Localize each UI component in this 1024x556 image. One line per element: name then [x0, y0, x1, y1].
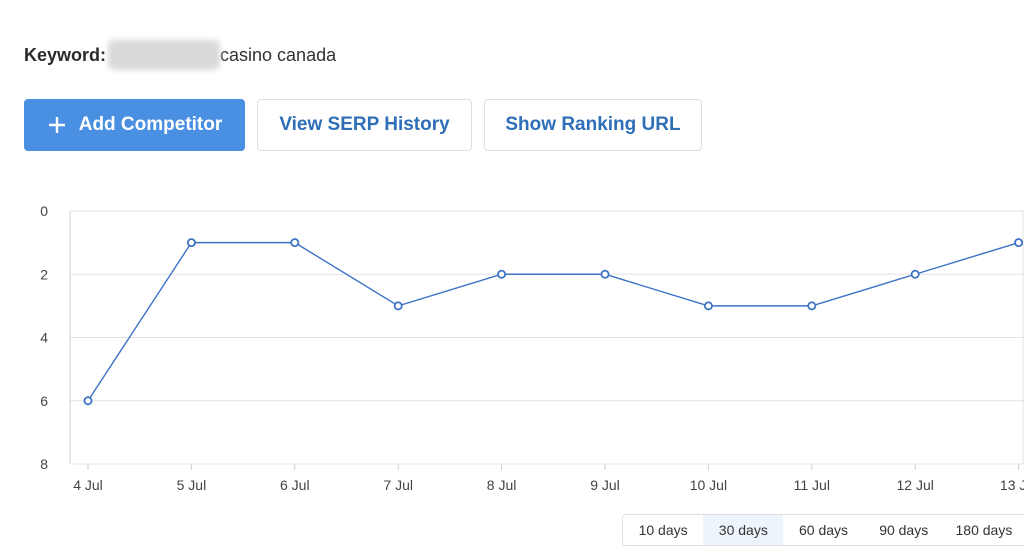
- x-tick-label: 7 Jul: [383, 477, 413, 493]
- data-point: [600, 269, 610, 279]
- y-tick-label: 0: [40, 203, 48, 219]
- data-point: [83, 396, 93, 406]
- view-serp-history-label: View SERP History: [279, 114, 450, 135]
- keyword-row: Keyword: casino canada: [24, 40, 337, 70]
- data-point: [910, 269, 920, 279]
- range-option-60-days[interactable]: 60 days: [783, 515, 864, 545]
- x-tick-label: 4 Jul: [73, 477, 103, 493]
- x-tick-label: 11 Jul: [794, 477, 830, 493]
- show-ranking-url-label: Show Ranking URL: [505, 114, 681, 135]
- data-point: [807, 301, 817, 311]
- data-point: [290, 238, 300, 248]
- range-option-10-days[interactable]: 10 days: [623, 515, 704, 545]
- data-point: [186, 238, 196, 248]
- x-tick-label: 12 Jul: [897, 477, 934, 493]
- y-tick-label: 2: [40, 266, 48, 282]
- data-point: [497, 269, 507, 279]
- add-competitor-label: Add Competitor: [78, 114, 223, 135]
- y-tick-label: 4: [40, 330, 48, 346]
- x-tick-label: 13 Jul: [1000, 477, 1024, 493]
- redacted-keyword-part: [108, 40, 221, 70]
- view-serp-history-button[interactable]: View SERP History: [257, 99, 472, 151]
- x-tick-label: 8 Jul: [487, 477, 517, 493]
- range-option-30-days[interactable]: 30 days: [703, 515, 784, 545]
- show-ranking-url-button[interactable]: Show Ranking URL: [484, 99, 702, 151]
- data-point: [393, 301, 403, 311]
- y-tick-label: 8: [40, 456, 48, 472]
- rank-history-chart: 0 2 4 6 8 4 Jul 5 Jul 6 Jul 7 Jul 8 Jul 9 Jul 10 Ju…: [40, 203, 1024, 493]
- date-range-selector: 10 days 30 days 60 days 90 days 180 days: [622, 514, 1024, 546]
- add-competitor-button[interactable]: Add Competitor: [24, 99, 245, 151]
- plus-icon: [48, 117, 65, 133]
- data-point: [703, 301, 713, 311]
- x-tick-label: 6 Jul: [280, 477, 310, 493]
- y-tick-label: 6: [40, 393, 48, 409]
- keyword-value: casino canada: [220, 44, 337, 65]
- x-tick-label: 5 Jul: [177, 477, 207, 493]
- data-point: [1014, 238, 1024, 248]
- series-line: [87, 241, 1019, 402]
- range-option-90-days[interactable]: 90 days: [863, 515, 944, 545]
- keyword-label: Keyword:: [24, 44, 107, 65]
- x-tick-label: 9 Jul: [590, 477, 620, 493]
- x-tick-label: 10 Jul: [690, 477, 727, 493]
- range-option-180-days[interactable]: 180 days: [943, 515, 1024, 545]
